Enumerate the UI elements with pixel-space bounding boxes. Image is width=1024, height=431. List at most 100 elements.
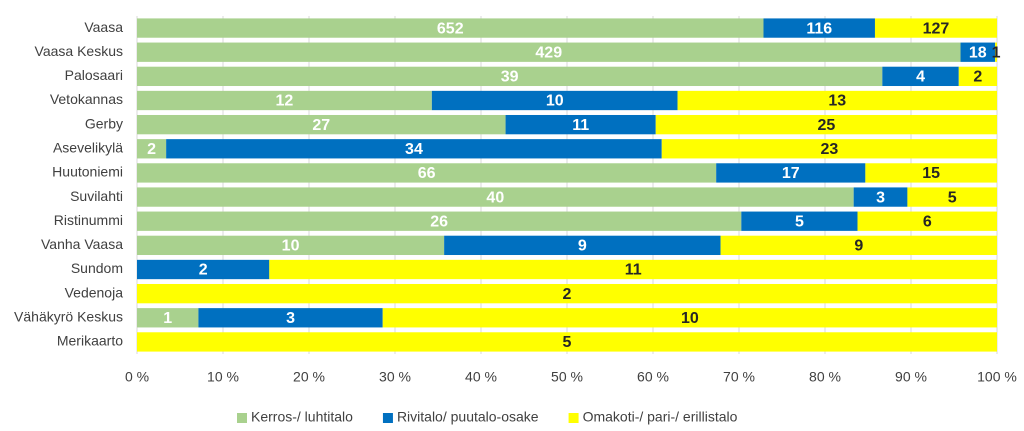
- y-tick-label: Sundom: [71, 260, 123, 276]
- bar-segment: [874, 18, 997, 38]
- bar-segment: [661, 139, 997, 159]
- data-label: 652: [437, 20, 464, 37]
- y-tick-label: Ristinummi: [54, 212, 123, 228]
- data-label: 10: [546, 93, 564, 110]
- x-tick-label: 90 %: [895, 369, 927, 385]
- bar-segment: [907, 187, 997, 207]
- data-label: 127: [923, 20, 950, 37]
- data-label: 10: [681, 310, 699, 327]
- data-label: 23: [820, 141, 838, 158]
- legend-label: Rivitalo/ puutalo-osake: [397, 409, 539, 425]
- x-tick-label: 50 %: [551, 369, 583, 385]
- data-label: 39: [501, 69, 519, 86]
- x-tick-label: 0 %: [125, 369, 149, 385]
- bar-segment: [865, 163, 997, 183]
- data-label: 3: [286, 310, 295, 327]
- data-label: 10: [282, 238, 300, 255]
- legend-swatch: [237, 413, 247, 423]
- data-label: 12: [276, 93, 294, 110]
- legend-label: Omakoti-/ pari-/ erillistalo: [583, 409, 738, 425]
- data-label: 6: [923, 213, 932, 230]
- x-tick-label: 40 %: [465, 369, 497, 385]
- y-tick-label: Vaasa: [84, 19, 123, 35]
- bar-segment: [137, 187, 854, 207]
- bar-segment: [137, 42, 961, 62]
- y-tick-label: Vanha Vaasa: [41, 236, 123, 252]
- bar-segment: [137, 66, 883, 87]
- data-label: 27: [312, 117, 330, 134]
- bar-segment: [137, 308, 199, 328]
- data-label: 25: [817, 117, 835, 134]
- data-label: 11: [625, 262, 642, 279]
- data-label: 9: [854, 238, 863, 255]
- data-label: 34: [405, 141, 423, 158]
- bar-segment: [137, 90, 432, 111]
- y-tick-label: Gerby: [85, 115, 123, 131]
- bar-segment: [137, 259, 270, 280]
- data-label: 5: [948, 189, 957, 206]
- legend-swatch: [568, 413, 579, 423]
- x-tick-label: 100 %: [977, 369, 1017, 385]
- data-label: 429: [535, 44, 562, 61]
- data-label: 13: [828, 93, 846, 110]
- y-tick-label: Vähäkyrö Keskus: [14, 308, 123, 324]
- bar-segment: [137, 114, 506, 135]
- bar-segment: [716, 163, 866, 183]
- x-tick-label: 70 %: [723, 369, 755, 385]
- x-tick-label: 80 %: [809, 369, 841, 385]
- bar-segment: [882, 66, 959, 87]
- data-label: 3: [876, 189, 885, 206]
- bar-segment: [763, 18, 875, 38]
- legend-label: Kerros-/ luhtitalo: [251, 409, 353, 425]
- data-label: 5: [795, 213, 804, 230]
- x-tick-label: 20 %: [293, 369, 325, 385]
- data-label: 15: [922, 165, 940, 182]
- bar-segment: [137, 18, 764, 38]
- data-label: 2: [199, 262, 208, 279]
- bar-segment: [269, 259, 997, 280]
- bar-segment: [677, 90, 997, 111]
- bar-segment: [431, 90, 678, 111]
- bar-segment: [995, 42, 997, 62]
- bar-segment: [958, 66, 997, 87]
- x-tick-label: 30 %: [379, 369, 411, 385]
- data-label: 1: [163, 310, 172, 327]
- data-label: 40: [486, 189, 504, 206]
- y-tick-label: Merikaarto: [57, 333, 123, 349]
- bar-segment: [166, 139, 662, 159]
- y-tick-label: Vetokannas: [50, 91, 123, 107]
- data-label: 11: [572, 117, 589, 134]
- x-tick-label: 10 %: [207, 369, 239, 385]
- bar-segment: [137, 139, 167, 159]
- bar-segment: [853, 187, 908, 207]
- bar-segment: [444, 235, 721, 256]
- data-label: 66: [418, 165, 436, 182]
- data-label: 9: [578, 238, 587, 255]
- bar-segment: [857, 211, 997, 231]
- bar-segment: [137, 332, 997, 352]
- bar-segment: [137, 235, 445, 256]
- bar-segment: [137, 163, 717, 183]
- data-label: 2: [973, 69, 982, 86]
- bar-segment: [655, 114, 997, 135]
- y-tick-label: Huutoniemi: [52, 164, 123, 180]
- bar-segment: [198, 308, 383, 328]
- data-label: 1: [992, 44, 1001, 61]
- bar-segment: [382, 308, 997, 328]
- y-tick-label: Vaasa Keskus: [35, 43, 123, 59]
- legend-swatch: [382, 413, 393, 423]
- data-label: 4: [916, 69, 925, 86]
- y-tick-label: Palosaari: [65, 67, 123, 83]
- y-tick-label: Vedenoja: [65, 284, 124, 300]
- bar-segment: [741, 211, 858, 231]
- data-label: 18: [969, 44, 987, 61]
- y-tick-label: Suvilahti: [70, 188, 123, 204]
- bar-segment: [960, 42, 996, 62]
- bar-segment: [720, 235, 997, 256]
- bar-segment: [505, 114, 656, 135]
- bar-segment: [137, 211, 742, 231]
- data-label: 116: [806, 20, 832, 37]
- data-label: 5: [563, 334, 572, 351]
- data-label: 17: [782, 165, 800, 182]
